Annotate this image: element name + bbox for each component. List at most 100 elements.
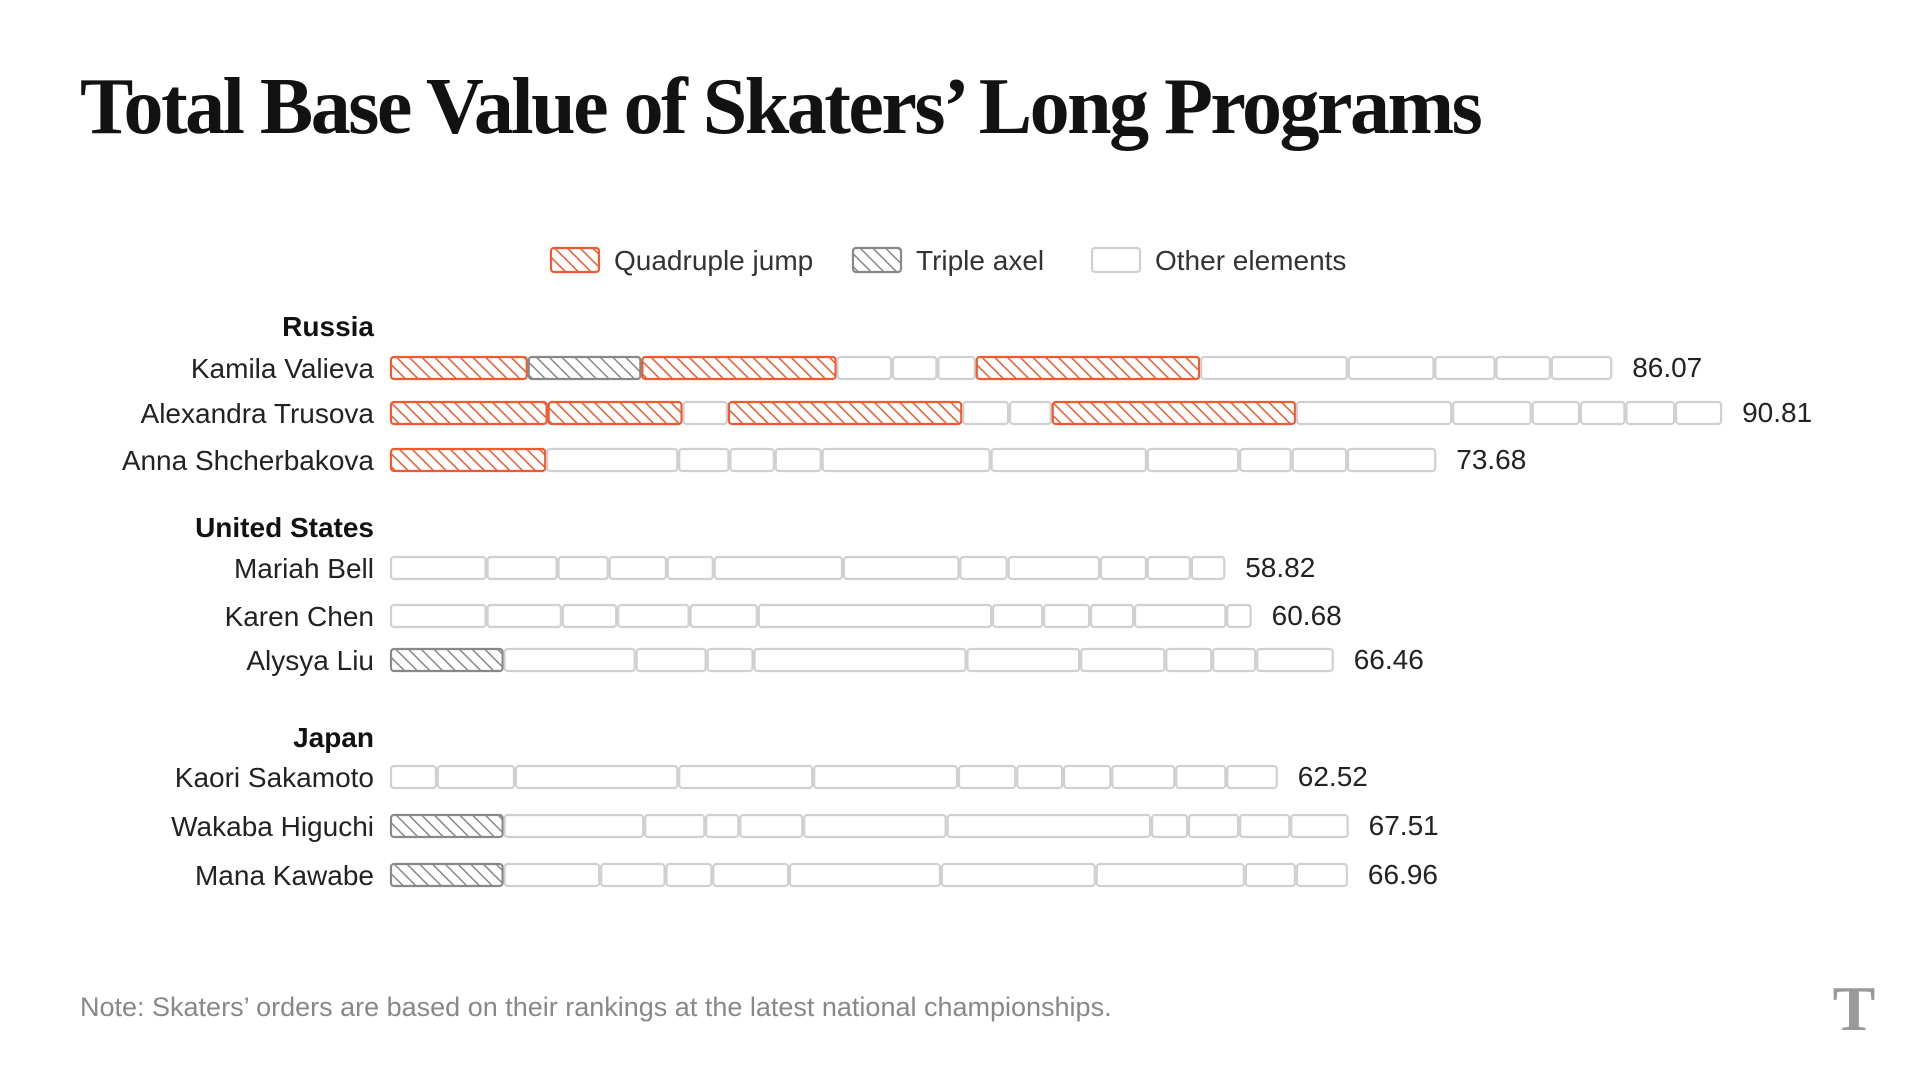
group-united-states: United States Mariah Bell 58.82 Karen Chen 6… — [195, 512, 1424, 676]
bar-segment-other — [1146, 447, 1240, 473]
bar-segment-other — [940, 862, 1096, 888]
bar-segment-axel — [527, 355, 642, 381]
total-value-label: 66.46 — [1354, 644, 1424, 675]
bar-segment-other — [1175, 764, 1227, 790]
skater-name: Anna Shcherbakova — [122, 445, 375, 476]
bar-segment-other — [774, 447, 822, 473]
bar-segment-other — [1200, 355, 1348, 381]
bar-segment-other — [713, 555, 844, 581]
bar-segment-axel — [389, 862, 504, 888]
bar-segment-other — [1212, 647, 1257, 673]
total-value-label: 73.68 — [1456, 444, 1526, 475]
legend-swatch-axel — [851, 246, 903, 274]
bar-segment-quad — [389, 400, 548, 426]
skater-name: Alexandra Trusova — [141, 398, 375, 429]
bar-segment-quad — [641, 355, 837, 381]
bar-segment-quad — [975, 355, 1201, 381]
bar-segment-other — [1495, 355, 1551, 381]
bar-segment-other — [546, 447, 679, 473]
bar-segment-other — [557, 555, 609, 581]
bar-segment-other — [389, 764, 437, 790]
group-label: Russia — [282, 311, 374, 342]
bar-segment-other — [1095, 862, 1245, 888]
bar-segment-other — [962, 400, 1010, 426]
skater-name: Alysya Liu — [246, 645, 374, 676]
legend-label-axel: Triple axel — [916, 245, 1044, 276]
total-value-label: 66.96 — [1368, 859, 1438, 890]
bar-segment-other — [957, 764, 1017, 790]
bar-segment-other — [1133, 603, 1227, 629]
skater-row: Karen Chen 60.68 — [225, 600, 1342, 632]
bar-segment-other — [1256, 647, 1334, 673]
bar-groups: Russia Kamila Valieva 86.07 Alexandra Truso… — [122, 311, 1812, 891]
bar-segment-other — [1239, 813, 1291, 839]
bar-segment-other — [1434, 355, 1496, 381]
bar-segment-other — [813, 764, 959, 790]
total-value-label: 62.52 — [1298, 761, 1368, 792]
bar-segment-other — [561, 603, 618, 629]
bar-segment-other — [1043, 603, 1091, 629]
chart-note: Note: Skaters’ orders are based on their… — [80, 992, 1112, 1022]
skater-row: Alexandra Trusova 90.81 — [141, 397, 1813, 429]
total-value-label: 58.82 — [1245, 552, 1315, 583]
bar-segment-axel — [389, 647, 504, 673]
bar-segment-other — [1187, 813, 1240, 839]
bar-segment-quad — [727, 400, 963, 426]
bar-segment-other — [503, 813, 645, 839]
group-russia: Russia Kamila Valieva 86.07 Alexandra Truso… — [122, 311, 1812, 476]
bar-segment-other — [1625, 400, 1676, 426]
bar-segment-other — [990, 447, 1147, 473]
bar-segment-other — [1452, 400, 1532, 426]
bar-segment-other — [1346, 447, 1437, 473]
bar-segment-other — [436, 764, 516, 790]
skater-row: Kamila Valieva 86.07 — [191, 352, 1702, 384]
legend-item-other: Other elements — [1090, 245, 1346, 276]
legend-item-quad: Quadruple jump — [549, 245, 813, 276]
bar-segment-other — [503, 862, 601, 888]
bar-segment-other — [753, 647, 967, 673]
bar-segment-other — [1165, 647, 1213, 673]
bar-segment-other — [1295, 400, 1453, 426]
bar-segment-other — [678, 447, 730, 473]
skater-name: Mariah Bell — [234, 553, 374, 584]
total-value-label: 60.68 — [1272, 600, 1342, 631]
bar-segment-other — [821, 447, 991, 473]
legend-swatch-quad — [549, 246, 601, 274]
bar-segment-other — [389, 555, 487, 581]
skater-name: Kamila Valieva — [191, 353, 375, 384]
bar-segment-other — [1674, 400, 1723, 426]
bar-segment-other — [1226, 603, 1252, 629]
bar-segment-other — [1151, 813, 1189, 839]
bar-segment-other — [1239, 447, 1292, 473]
bar-segment-other — [1089, 603, 1135, 629]
bar-segment-other — [729, 447, 775, 473]
bar-segment-other — [788, 862, 942, 888]
legend-label-quad: Quadruple jump — [614, 245, 813, 276]
bar-segment-other — [682, 400, 729, 426]
bar-segment-other — [514, 764, 679, 790]
bar-segment-other — [1099, 555, 1147, 581]
skater-name: Wakaba Higuchi — [171, 811, 374, 842]
bar-segment-other — [665, 862, 713, 888]
bar-segment-other — [836, 355, 893, 381]
chart-title: Total Base Value of Skaters’ Long Progra… — [80, 63, 1483, 151]
bar-segment-other — [1291, 447, 1348, 473]
bar-segment-other — [1531, 400, 1581, 426]
total-value-label: 90.81 — [1742, 397, 1812, 428]
bar-segment-axel — [389, 813, 504, 839]
skater-row: Kaori Sakamoto 62.52 — [175, 761, 1368, 793]
bar-segment-other — [1146, 555, 1191, 581]
bar-segment-other — [891, 355, 938, 381]
bar-segment-other — [1347, 355, 1435, 381]
bar-segment-other — [705, 813, 740, 839]
legend-item-axel: Triple axel — [851, 245, 1044, 276]
skater-name: Karen Chen — [225, 601, 374, 632]
bar-segment-other — [486, 555, 558, 581]
skater-row: Mana Kawabe 66.96 — [195, 859, 1438, 891]
bar-segment-quad — [389, 447, 547, 473]
bar-segment-other — [712, 862, 790, 888]
bar-segment-other — [946, 813, 1152, 839]
bar-segment-other — [486, 603, 562, 629]
bar-segment-other — [1007, 555, 1101, 581]
bar-segment-other — [1111, 764, 1176, 790]
